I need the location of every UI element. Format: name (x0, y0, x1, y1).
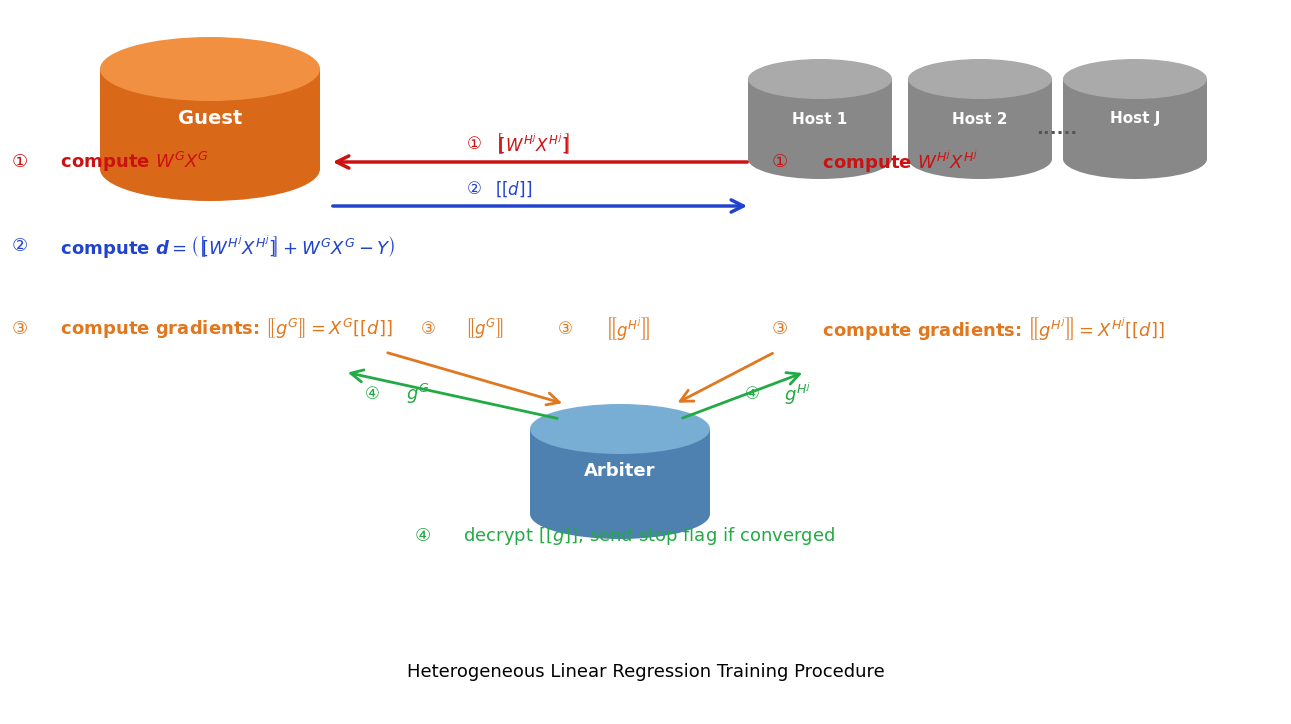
Text: $\boldsymbol{g^G}$: $\boldsymbol{g^G}$ (407, 382, 430, 406)
Ellipse shape (1062, 139, 1207, 179)
Text: $\left[\!\left[W^{H^j}X^{H^j}\right]\!\right]$: $\left[\!\left[W^{H^j}X^{H^j}\right]\!\r… (494, 131, 571, 157)
Text: decrypt $[[g]]$, send stop flag if converged: decrypt $[[g]]$, send stop flag if conve… (452, 525, 835, 547)
Text: ④: ④ (364, 385, 380, 403)
Text: ④: ④ (745, 385, 759, 403)
Text: Host 2: Host 2 (953, 111, 1008, 127)
Text: ③: ③ (772, 320, 788, 338)
Text: ①: ① (772, 153, 788, 171)
Text: Host J: Host J (1110, 111, 1161, 127)
Polygon shape (99, 69, 320, 169)
Text: compute gradients: $\left[\!\left[g^G\right]\!\right] = X^G[[d]]$: compute gradients: $\left[\!\left[g^G\ri… (48, 317, 392, 341)
Text: ②: ② (467, 180, 482, 198)
Text: ①: ① (467, 135, 482, 153)
Text: $\boldsymbol{g^{H^j}}$: $\boldsymbol{g^{H^j}}$ (785, 381, 812, 408)
Ellipse shape (99, 37, 320, 101)
Text: $\left[\!\left[g^G\right]\!\right]$: $\left[\!\left[g^G\right]\!\right]$ (466, 317, 505, 341)
Text: ......: ...... (1037, 120, 1078, 138)
Text: ④: ④ (414, 527, 431, 545)
Polygon shape (1062, 79, 1207, 159)
Polygon shape (531, 429, 710, 514)
Text: ③: ③ (558, 320, 572, 338)
Ellipse shape (908, 139, 1052, 179)
Text: compute $\boldsymbol{W^GX^G}$: compute $\boldsymbol{W^GX^G}$ (48, 150, 209, 174)
Polygon shape (908, 79, 1052, 159)
Text: compute $\boldsymbol{W^{H^j}X^{H^j}}$: compute $\boldsymbol{W^{H^j}X^{H^j}}$ (809, 148, 979, 175)
Text: ③: ③ (12, 320, 28, 338)
Text: ②: ② (12, 237, 28, 255)
Ellipse shape (747, 139, 892, 179)
Text: ①: ① (12, 153, 28, 171)
Ellipse shape (908, 59, 1052, 99)
Text: Guest: Guest (178, 109, 243, 128)
Ellipse shape (99, 137, 320, 201)
Text: Heterogeneous Linear Regression Training Procedure: Heterogeneous Linear Regression Training… (407, 663, 884, 681)
Text: ③: ③ (421, 320, 435, 338)
Text: Host 1: Host 1 (793, 111, 848, 127)
Ellipse shape (747, 59, 892, 99)
Text: Arbiter: Arbiter (585, 463, 656, 481)
Ellipse shape (531, 489, 710, 539)
Text: $\left[\!\left[g^{H^j}\right]\!\right]$: $\left[\!\left[g^{H^j}\right]\!\right]$ (605, 316, 651, 342)
Polygon shape (747, 79, 892, 159)
Ellipse shape (1062, 59, 1207, 99)
Ellipse shape (531, 404, 710, 454)
Text: compute $\boldsymbol{d} = \left(\left[\!\left[W^{H^j}X^{H^j}\right]\!\right] + W: compute $\boldsymbol{d} = \left(\left[\!… (48, 232, 395, 259)
Text: $[[d]]$: $[[d]]$ (494, 180, 532, 199)
Text: compute gradients: $\left[\!\left[g^{H^j}\right]\!\right] = X^{H^j}[[d]]$: compute gradients: $\left[\!\left[g^{H^j… (809, 316, 1164, 342)
